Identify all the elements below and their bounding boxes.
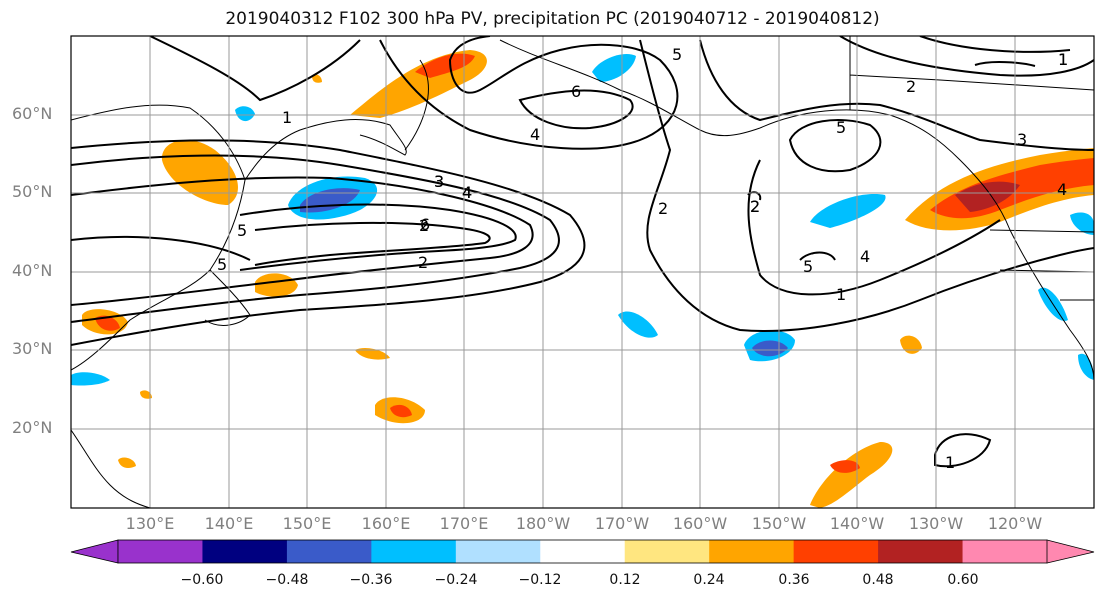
colorbar-box bbox=[624, 540, 710, 563]
colorbar-tick-label: 0.36 bbox=[778, 572, 810, 588]
lon-label: 170°W bbox=[594, 514, 650, 533]
colorbar-box bbox=[793, 540, 879, 563]
contour-label: 3 bbox=[1017, 130, 1027, 149]
colorbar-tick-label: 0.60 bbox=[947, 572, 979, 588]
colorbar-tick-label: −0.36 bbox=[349, 572, 393, 588]
contour-label: 4 bbox=[462, 183, 472, 202]
contour-label: 3 bbox=[434, 172, 444, 191]
lon-label: 170°E bbox=[439, 514, 489, 533]
colorbar-frame bbox=[117, 539, 1048, 564]
pv-contours bbox=[71, 36, 1094, 468]
colorbar-box bbox=[962, 540, 1048, 563]
contour-label: 1 bbox=[1058, 50, 1068, 69]
map-frame bbox=[70, 35, 1095, 509]
colorbar-box bbox=[371, 540, 457, 563]
contour-label: 4 bbox=[860, 247, 870, 266]
colorbar-box bbox=[202, 540, 288, 563]
map-title: 2019040312 F102 300 hPa PV, precipitatio… bbox=[225, 9, 880, 29]
colorbar-tick-label: −0.60 bbox=[180, 572, 224, 588]
lon-label: 160°W bbox=[672, 514, 728, 533]
lon-label: 140°E bbox=[204, 514, 254, 533]
colorbar-box bbox=[709, 540, 795, 563]
lat-label: 40°N bbox=[12, 261, 53, 280]
colorbar-box bbox=[878, 540, 964, 563]
contour-label: 4 bbox=[462, 183, 472, 202]
contour-label: 1 bbox=[282, 108, 292, 127]
contour-label: 2 bbox=[418, 253, 428, 272]
contour-label: 3 bbox=[434, 172, 444, 191]
lat-label: 30°N bbox=[12, 339, 53, 358]
colorbar-box bbox=[286, 540, 372, 563]
colorbar-box bbox=[455, 540, 541, 563]
colorbar-tick-label: −0.48 bbox=[265, 572, 309, 588]
lon-label: 130°E bbox=[125, 514, 175, 533]
colorbar-tick-label: −0.24 bbox=[434, 572, 478, 588]
colorbar-extend-left bbox=[70, 539, 119, 564]
lon-label: 150°W bbox=[751, 514, 807, 533]
contour-label: 1 bbox=[945, 453, 955, 472]
lon-label: 180°W bbox=[515, 514, 571, 533]
graticule bbox=[71, 36, 1094, 508]
colorbar-box bbox=[118, 540, 203, 563]
contour-label: 2 bbox=[906, 77, 916, 96]
lon-label: 150°E bbox=[282, 514, 332, 533]
contour-label: 2 bbox=[750, 197, 760, 216]
contour-label: 2 bbox=[419, 216, 429, 235]
contour-label: 4 bbox=[1057, 180, 1067, 199]
contour-label: 2 bbox=[658, 199, 668, 218]
lon-label: 120°W bbox=[987, 514, 1043, 533]
lat-label: 60°N bbox=[12, 104, 53, 123]
colorbar-boxes bbox=[118, 540, 1048, 563]
lat-label: 50°N bbox=[12, 182, 53, 201]
colorbar-tick-label: 0.48 bbox=[862, 572, 894, 588]
lon-label: 140°W bbox=[829, 514, 885, 533]
contour-label: 4 bbox=[530, 125, 540, 144]
contour-label: 5 bbox=[672, 45, 682, 64]
contour-label: 2 bbox=[750, 197, 760, 216]
precip-shading bbox=[71, 50, 1094, 508]
contour-label: 6 bbox=[571, 82, 581, 101]
contour-label: 1 bbox=[1058, 50, 1068, 69]
contour-label: 5 bbox=[803, 257, 813, 276]
contour-label: 5 bbox=[237, 221, 247, 240]
contour-label: 6 bbox=[420, 215, 430, 234]
lat-label: 20°N bbox=[12, 418, 53, 437]
colorbar-tick-label: 0.12 bbox=[609, 572, 641, 588]
colorbar-tick-label: −0.12 bbox=[518, 572, 562, 588]
contour-labels: 1 2 3 4 5 6 5 4 3 2 1 2 5 6 4 2 5 2 1 4 … bbox=[217, 45, 1068, 472]
lon-label: 160°E bbox=[361, 514, 411, 533]
contour-label: 5 bbox=[836, 118, 846, 137]
lon-label: 130°W bbox=[908, 514, 964, 533]
colorbar-extend-right bbox=[1046, 539, 1095, 564]
colorbar bbox=[70, 539, 1095, 564]
contour-label: 1 bbox=[836, 285, 846, 304]
contour-label: 5 bbox=[217, 255, 227, 274]
colorbar-box bbox=[540, 540, 626, 563]
colorbar-tick-label: 0.24 bbox=[693, 572, 725, 588]
